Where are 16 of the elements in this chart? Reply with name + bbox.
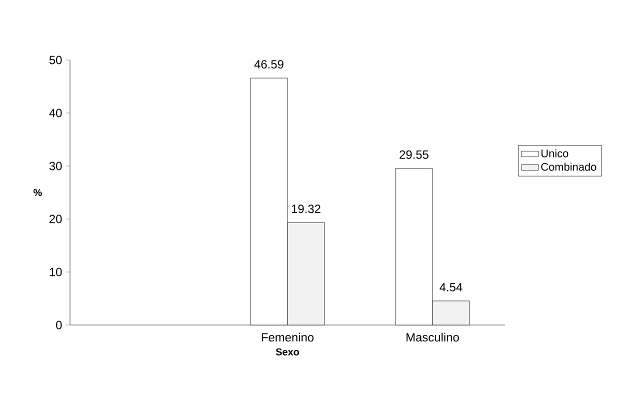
legend-label: Combinado	[541, 162, 596, 171]
data-label: 46.59	[254, 60, 284, 69]
y-tick-label: 20	[50, 214, 62, 224]
data-label: 4.54	[440, 283, 462, 292]
legend-label: Unico	[541, 149, 568, 158]
y-tick-label: 30	[49, 162, 62, 170]
y-axis-title: %	[33, 188, 42, 196]
data-label: 29.55	[400, 150, 428, 159]
x-tick-label: Masculino	[406, 332, 459, 342]
y-tick-label: 10	[50, 268, 62, 276]
data-label: 19.32	[292, 204, 320, 214]
y-tick-label: 50	[49, 56, 62, 64]
y-tick-label: 40	[49, 108, 62, 118]
y-tick-label: 0	[56, 320, 62, 330]
x-axis-title: Sexo	[276, 348, 300, 356]
x-tick-label: Femenino	[262, 332, 314, 342]
